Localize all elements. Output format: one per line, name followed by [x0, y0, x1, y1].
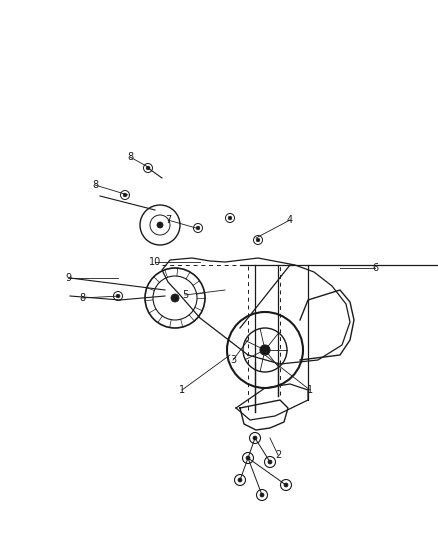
Circle shape — [228, 216, 231, 220]
Text: 8: 8 — [92, 180, 98, 190]
Text: 3: 3 — [230, 355, 236, 365]
Circle shape — [245, 456, 249, 460]
Text: 7: 7 — [165, 215, 171, 225]
Circle shape — [283, 483, 287, 487]
Text: 10: 10 — [148, 257, 161, 267]
Text: 2: 2 — [274, 450, 280, 460]
Text: 9: 9 — [65, 273, 71, 283]
Circle shape — [259, 345, 269, 355]
Text: 1: 1 — [179, 385, 185, 395]
Text: 5: 5 — [181, 290, 188, 300]
Text: 4: 4 — [286, 215, 293, 225]
Circle shape — [123, 193, 127, 197]
Circle shape — [237, 478, 241, 482]
Text: 8: 8 — [127, 152, 133, 162]
Circle shape — [171, 294, 179, 302]
Circle shape — [252, 436, 256, 440]
Circle shape — [256, 238, 259, 242]
Circle shape — [267, 460, 272, 464]
Circle shape — [146, 166, 149, 170]
Text: 1: 1 — [306, 385, 312, 395]
Text: 6: 6 — [371, 263, 377, 273]
Text: 8: 8 — [79, 293, 85, 303]
Circle shape — [116, 294, 120, 298]
Circle shape — [196, 226, 199, 230]
Circle shape — [157, 222, 162, 228]
Circle shape — [259, 493, 263, 497]
